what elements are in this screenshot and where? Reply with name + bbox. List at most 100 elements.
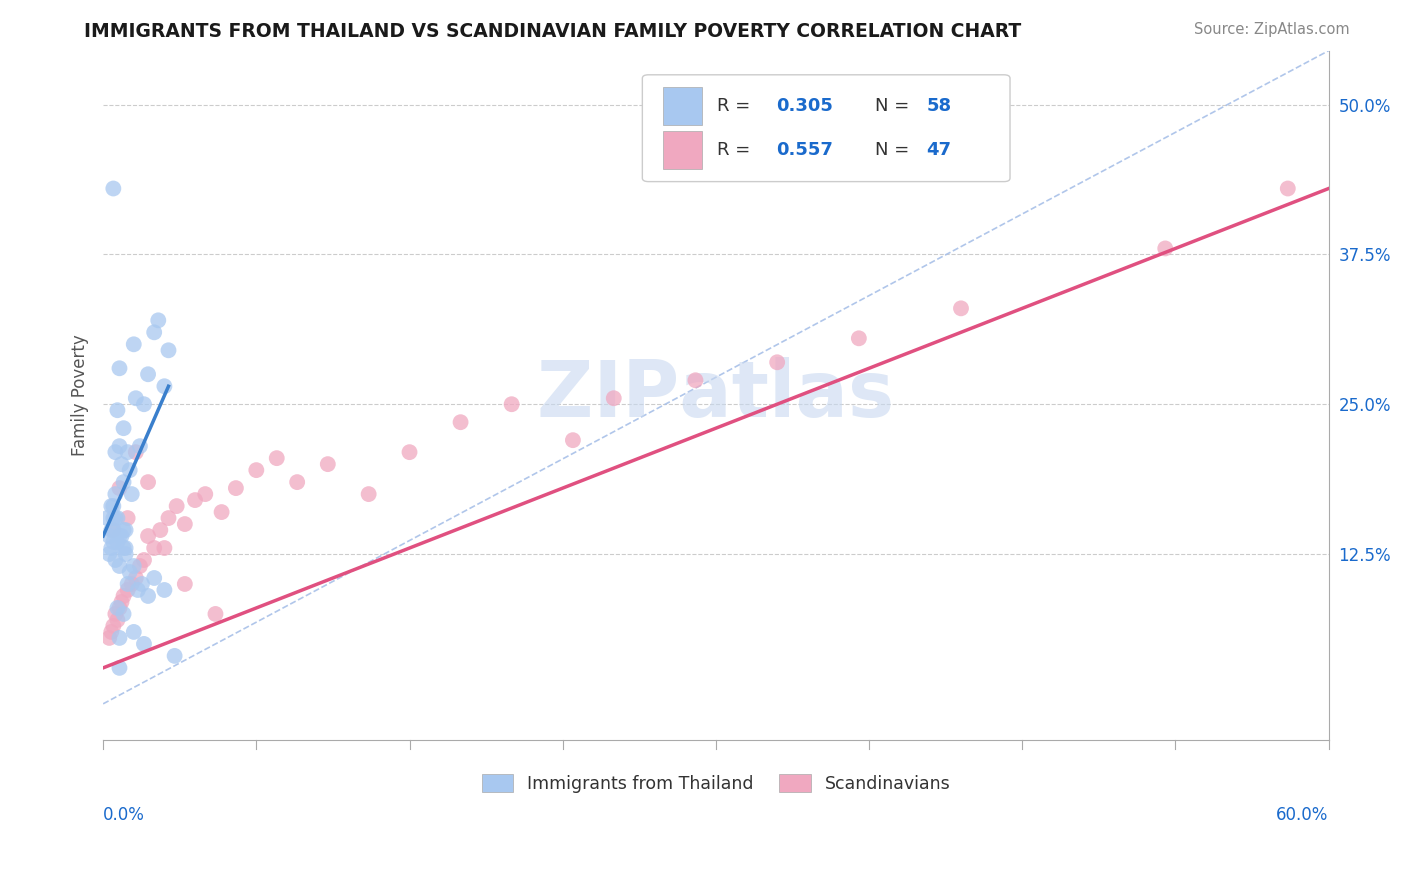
Point <box>211 505 233 519</box>
Point <box>949 301 972 316</box>
Point <box>848 331 870 345</box>
Point <box>118 565 141 579</box>
Point <box>127 582 149 597</box>
Point <box>108 601 131 615</box>
Point <box>103 523 125 537</box>
Point <box>143 541 166 555</box>
Point <box>121 487 143 501</box>
Text: 0.0%: 0.0% <box>103 805 145 823</box>
Bar <box>664 87 703 125</box>
Text: Source: ZipAtlas.com: Source: ZipAtlas.com <box>1194 22 1350 37</box>
Point <box>131 577 153 591</box>
Point <box>153 582 176 597</box>
Point <box>110 595 132 609</box>
Y-axis label: Family Poverty: Family Poverty <box>72 334 89 456</box>
Point <box>103 619 125 633</box>
Text: R =: R = <box>717 97 756 115</box>
Point <box>98 547 121 561</box>
Point <box>122 337 145 351</box>
Point <box>128 439 150 453</box>
Point <box>136 475 159 489</box>
Point <box>117 577 139 591</box>
Point <box>603 391 626 405</box>
Point <box>104 553 127 567</box>
Point <box>136 529 159 543</box>
Text: ZIP​atlas: ZIP​atlas <box>537 357 894 434</box>
Point <box>107 403 129 417</box>
Bar <box>664 131 703 169</box>
Point <box>103 511 125 525</box>
Point <box>108 439 131 453</box>
Text: 58: 58 <box>927 97 952 115</box>
Point <box>184 493 207 508</box>
Point <box>122 624 145 639</box>
Point <box>125 445 148 459</box>
Point <box>107 511 129 525</box>
Point <box>100 523 122 537</box>
Point <box>108 559 131 574</box>
Point <box>114 547 136 561</box>
Point <box>98 631 121 645</box>
Point <box>148 313 170 327</box>
Legend: Immigrants from Thailand, Scandinavians: Immigrants from Thailand, Scandinavians <box>475 767 957 800</box>
Point <box>194 487 217 501</box>
Point <box>450 415 472 429</box>
Point <box>1277 181 1299 195</box>
Point <box>136 368 159 382</box>
Point <box>117 511 139 525</box>
Point <box>204 607 226 621</box>
Point <box>166 499 188 513</box>
Point <box>112 523 135 537</box>
Point <box>501 397 523 411</box>
Text: 47: 47 <box>927 141 952 159</box>
Point <box>285 475 308 489</box>
Point <box>132 397 155 411</box>
Point <box>685 373 707 387</box>
Point <box>112 589 135 603</box>
Point <box>163 648 186 663</box>
Point <box>173 517 195 532</box>
Point <box>173 577 195 591</box>
Point <box>112 421 135 435</box>
Point <box>128 559 150 574</box>
Point <box>103 499 125 513</box>
Point <box>103 523 125 537</box>
Point <box>1154 242 1177 256</box>
Point <box>108 361 131 376</box>
Point <box>110 457 132 471</box>
Point <box>107 535 129 549</box>
Point <box>112 541 135 555</box>
Point <box>245 463 267 477</box>
Text: N =: N = <box>875 97 915 115</box>
Point <box>108 661 131 675</box>
Point <box>561 433 583 447</box>
Point <box>103 181 125 195</box>
Point <box>104 487 127 501</box>
Point <box>153 541 176 555</box>
Point <box>225 481 247 495</box>
Point <box>108 529 131 543</box>
Point <box>98 529 121 543</box>
Point <box>125 571 148 585</box>
Point <box>136 589 159 603</box>
Point <box>110 529 132 543</box>
Point <box>132 637 155 651</box>
Point <box>157 511 180 525</box>
Point <box>100 624 122 639</box>
Point <box>114 541 136 555</box>
Point <box>100 499 122 513</box>
Point <box>112 607 135 621</box>
Text: R =: R = <box>717 141 756 159</box>
Point <box>100 541 122 555</box>
Point <box>121 577 143 591</box>
Text: 0.557: 0.557 <box>776 141 832 159</box>
Point <box>117 445 139 459</box>
Point <box>398 445 420 459</box>
Point <box>153 379 176 393</box>
Point <box>96 511 118 525</box>
Point <box>266 451 288 466</box>
Text: N =: N = <box>875 141 915 159</box>
Point <box>149 523 172 537</box>
Point <box>107 613 129 627</box>
Point <box>766 355 789 369</box>
